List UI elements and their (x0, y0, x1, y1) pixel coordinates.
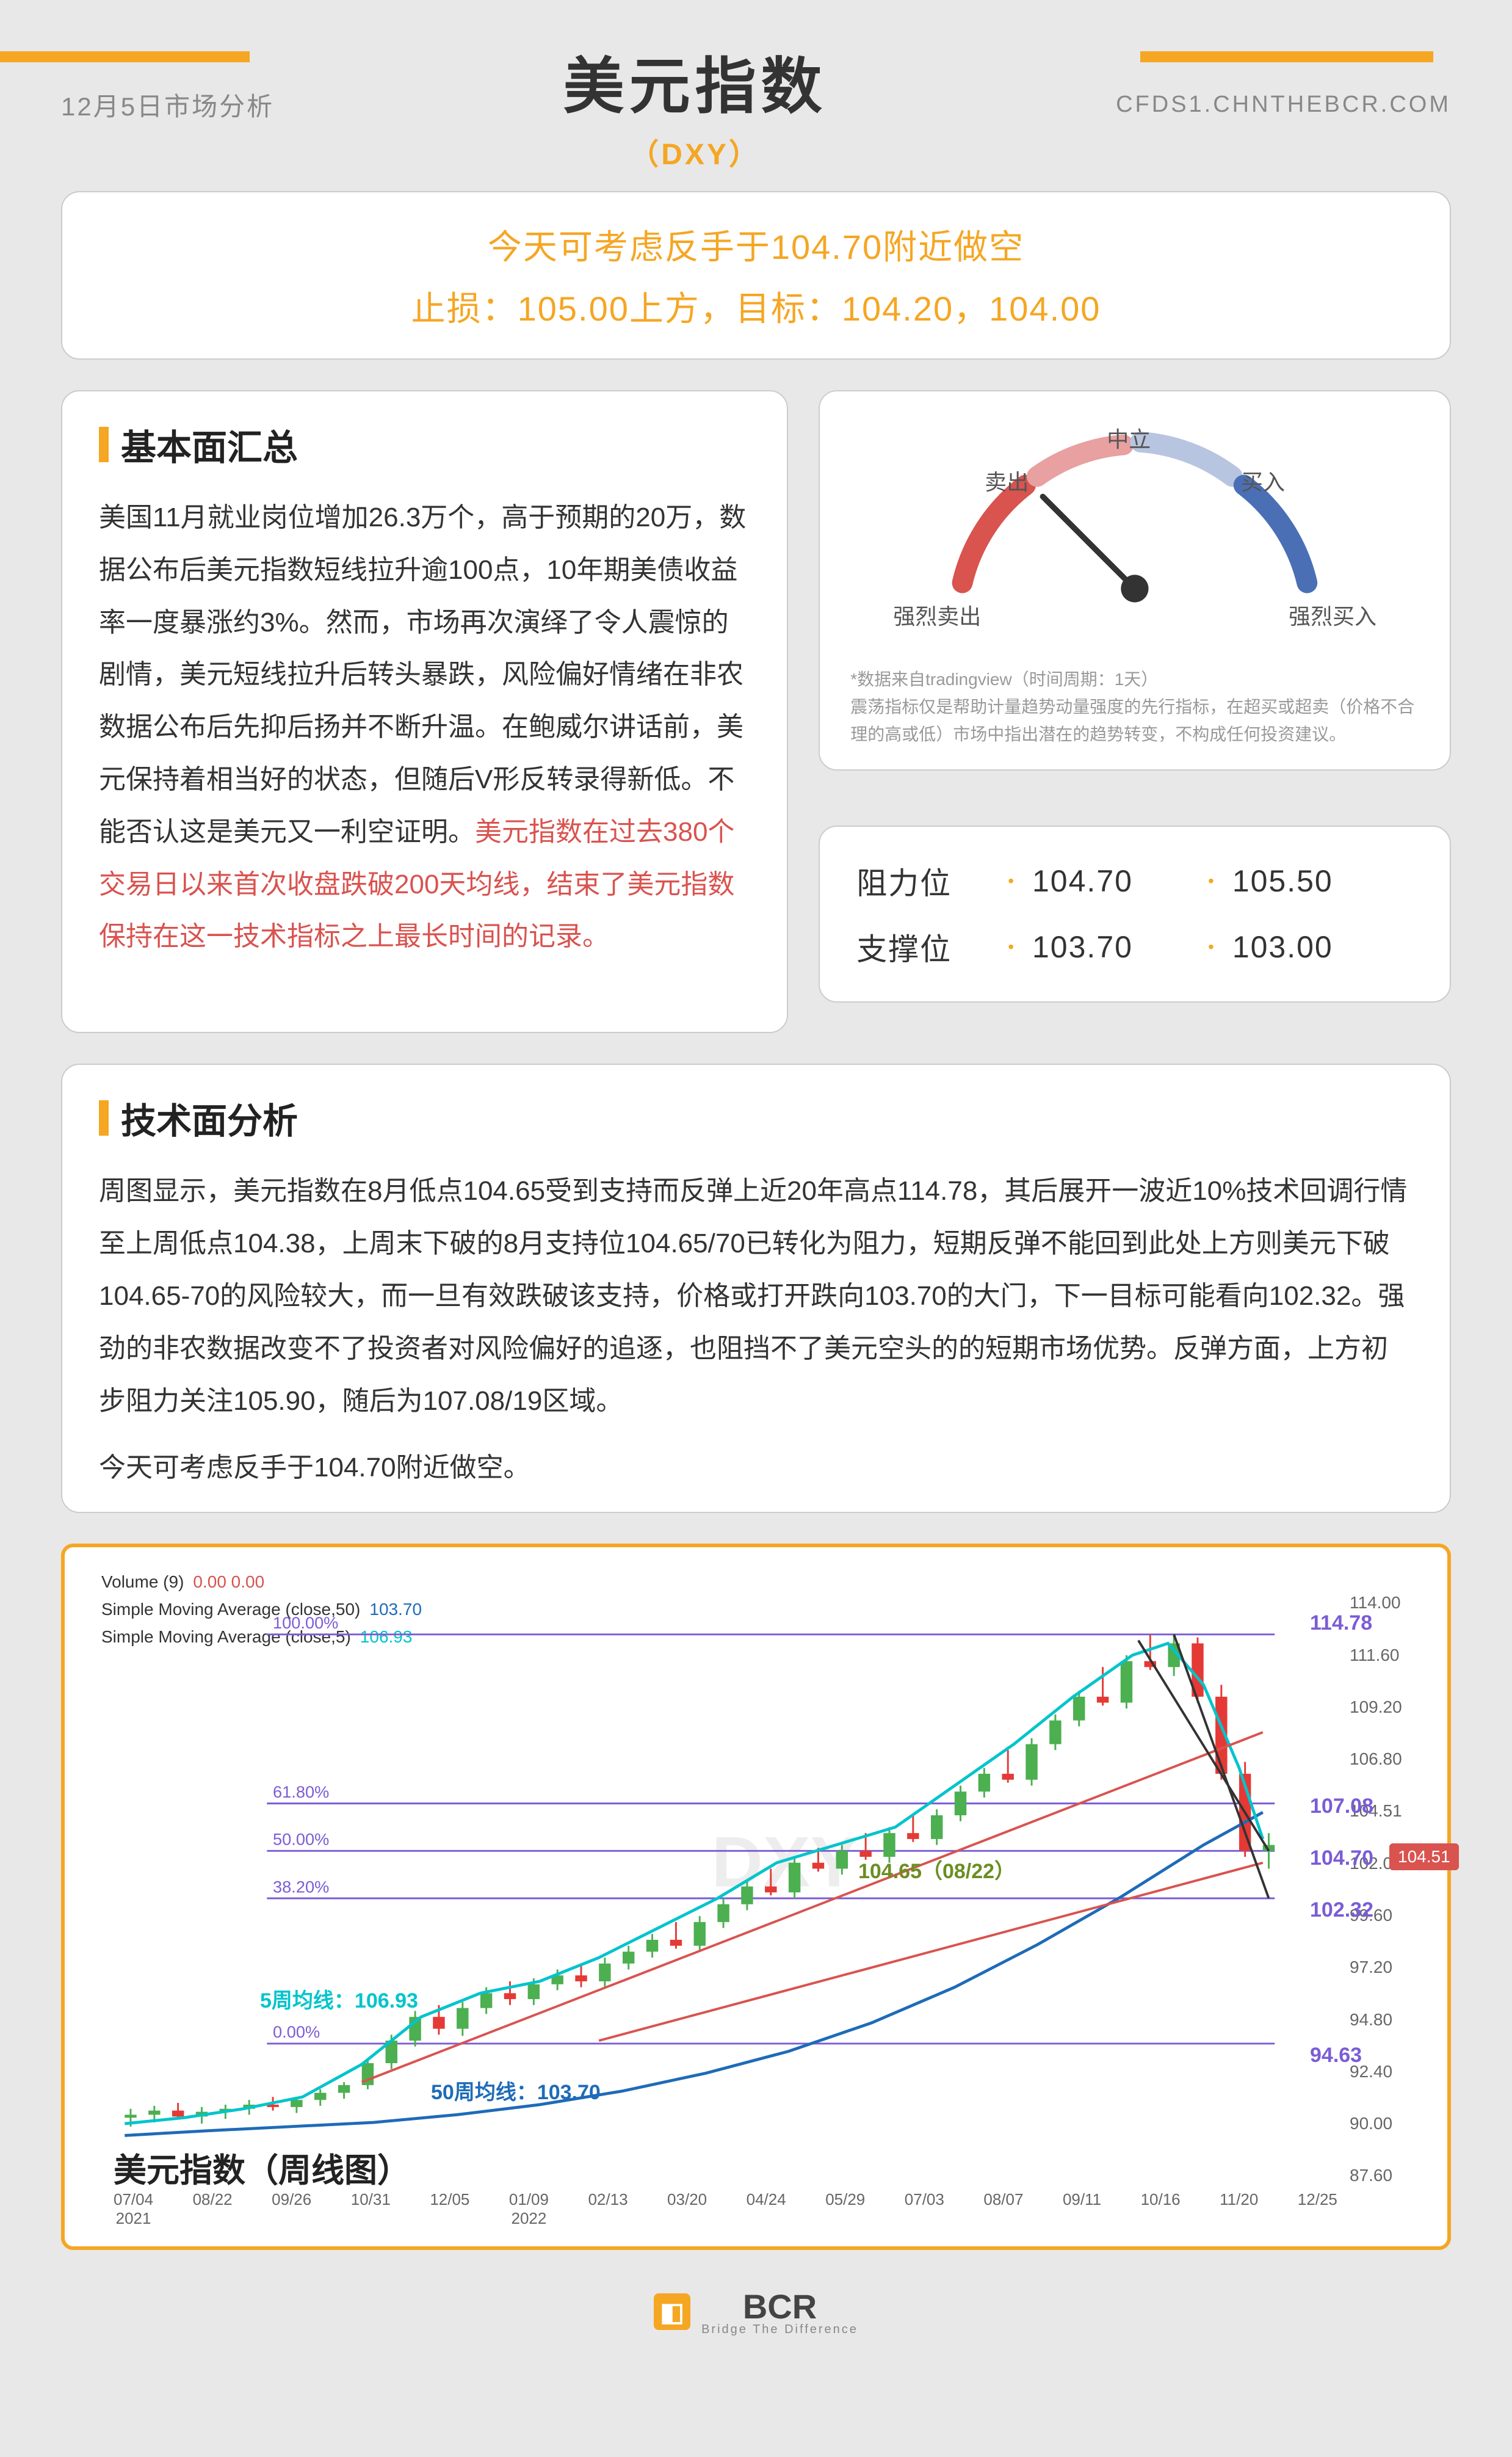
chart-annotation: 102.32 (1310, 1898, 1373, 1922)
technical-card: 技术面分析 周图显示，美元指数在8月低点104.65受到支持而反弹上近20年高点… (61, 1064, 1451, 1513)
chart-title: 美元指数（周线图） (114, 2143, 410, 2191)
gauge-label-sell: 卖出 (985, 465, 1029, 496)
x-tick: 12/05 (430, 2190, 469, 2228)
svg-text:38.20%: 38.20% (273, 1878, 329, 1896)
footer: ◧ BCR Bridge The Difference (61, 2287, 1451, 2337)
y-tick: 111.60 (1350, 1646, 1423, 1665)
bullet-icon: • (1008, 871, 1015, 891)
bullet-icon: • (1008, 937, 1015, 957)
chart-card: Volume (9) 0.00 0.00 Simple Moving Avera… (61, 1544, 1451, 2250)
bullet-icon: • (1208, 871, 1215, 891)
chart-annotation: 107.08 (1310, 1795, 1373, 1818)
y-axis: 114.00111.60109.20106.80104.51102.0099.6… (1350, 1593, 1423, 2185)
page-title: 美元指数 (274, 37, 1116, 125)
technical-conclude: 今天可考虑反手于104.70附近做空。 (99, 1445, 1413, 1484)
right-column: 强烈卖出 卖出 中立 买入 强烈买入 *数据来自tradingview（时间周期… (819, 390, 1451, 1033)
x-tick: 08/07 (983, 2190, 1023, 2228)
brand-icon: ◧ (654, 2293, 690, 2330)
gauge-wrap: 强烈卖出 卖出 中立 买入 强烈买入 (850, 422, 1419, 654)
chart-svg: DXY 100.00%61.80%50.00%38.20%0.00% (89, 1569, 1423, 2228)
support-row: 支撑位 • 103.70 • 103.00 (856, 914, 1413, 980)
x-axis: 07/04 2021 08/22 09/26 10/31 12/05 01/09 2022… (114, 2190, 1337, 2228)
fundamentals-body: 美国11月就业岗位增加26.3万个，高于预期的20万，数据公布后美元指数短线拉升… (99, 492, 750, 963)
wedge-lines (1138, 1635, 1269, 1898)
bullet-icon: • (1208, 937, 1215, 957)
y-tick: 106.80 (1350, 1749, 1423, 1769)
header: 12月5日市场分析 美元指数 （DXY） CFDS1.CHNTHEBCR.COM (61, 37, 1451, 173)
gauge-label-strong-buy: 强烈买入 (1289, 599, 1376, 631)
resistance-label: 阻力位 (856, 859, 991, 903)
x-tick: 12/25 (1298, 2190, 1337, 2228)
header-title-block: 美元指数 （DXY） (274, 37, 1116, 173)
y-tick: 87.60 (1350, 2166, 1423, 2185)
y-tick: 97.20 (1350, 1958, 1423, 1977)
x-tick: 03/20 (667, 2190, 707, 2228)
fundamentals-title: 基本面汇总 (99, 419, 750, 470)
x-tick: 09/26 (272, 2190, 311, 2228)
resistance-2: 105.50 (1232, 863, 1391, 899)
footer-brand-block: BCR Bridge The Difference (701, 2287, 858, 2337)
chart-annotation: 104.65（08/22） (858, 1854, 1015, 1884)
chart-annotation: 5周均线：106.93 (260, 1984, 418, 2014)
footer-tagline: Bridge The Difference (701, 2323, 858, 2337)
x-tick: 09/11 (1063, 2190, 1101, 2228)
support-label: 支撑位 (856, 925, 991, 969)
svg-text:100.00%: 100.00% (273, 1614, 338, 1633)
summary-line-2: 止损：105.00上方，目标：104.20，104.00 (99, 281, 1413, 331)
fundamentals-plain: 美国11月就业岗位增加26.3万个，高于预期的20万，数据公布后美元指数短线拉升… (99, 503, 746, 847)
y-tick: 90.00 (1350, 2114, 1423, 2133)
svg-text:61.80%: 61.80% (273, 1782, 329, 1801)
support-2: 103.00 (1232, 929, 1391, 965)
y-tick: 109.20 (1350, 1697, 1423, 1717)
x-tick: 10/31 (351, 2190, 391, 2228)
x-tick: 11/20 (1220, 2190, 1258, 2228)
svg-text:0.00%: 0.00% (273, 2023, 320, 2042)
resistance-row: 阻力位 • 104.70 • 105.50 (856, 848, 1413, 914)
mid-row: 基本面汇总 美国11月就业岗位增加26.3万个，高于预期的20万，数据公布后美元… (61, 390, 1451, 1033)
gauge-note: *数据来自tradingview（时间周期：1天） 震荡指标仅是帮助计量趋势动量… (850, 666, 1419, 748)
chart-annotation: 104.70 (1310, 1846, 1373, 1870)
gauge-card: 强烈卖出 卖出 中立 买入 强烈买入 *数据来自tradingview（时间周期… (819, 390, 1451, 771)
levels-card: 阻力位 • 104.70 • 105.50 支撑位 • 103.70 • 103… (819, 826, 1451, 1003)
y-tick: 114.00 (1350, 1593, 1423, 1613)
summary-card: 今天可考虑反手于104.70附近做空 止损：105.00上方，目标：104.20… (61, 191, 1451, 360)
summary-line-1: 今天可考虑反手于104.70附近做空 (99, 220, 1413, 269)
fundamentals-card: 基本面汇总 美国11月就业岗位增加26.3万个，高于预期的20万，数据公布后美元… (61, 390, 788, 1033)
support-1: 103.70 (1032, 929, 1191, 965)
price-badge: 104.51 (1389, 1843, 1459, 1870)
accent-bar-left (0, 51, 250, 62)
y-tick: 94.80 (1350, 2010, 1423, 2030)
chart-annotation: 94.63 (1310, 2044, 1362, 2067)
trend-line-1 (362, 1732, 1263, 2082)
gauge-label-strong-sell: 强烈卖出 (893, 599, 981, 631)
footer-brand: BCR (701, 2287, 858, 2326)
gauge-label-buy: 买入 (1241, 465, 1285, 496)
x-tick: 01/09 2022 (509, 2190, 549, 2228)
technical-body: 周图显示，美元指数在8月低点104.65受到支持而反弹上近20年高点114.78… (99, 1165, 1413, 1427)
x-tick: 08/22 (193, 2190, 233, 2228)
x-tick: 04/24 (747, 2190, 786, 2228)
chart-annotation: 50周均线：103.70 (431, 2075, 601, 2105)
chart-area: Volume (9) 0.00 0.00 Simple Moving Avera… (89, 1569, 1423, 2228)
fundamentals-column: 基本面汇总 美国11月就业岗位增加26.3万个，高于预期的20万，数据公布后美元… (61, 390, 788, 1033)
chart-annotation: 114.78 (1310, 1611, 1372, 1635)
header-date: 12月5日市场分析 (61, 86, 274, 123)
x-tick: 07/03 (905, 2190, 944, 2228)
x-tick: 05/29 (825, 2190, 865, 2228)
x-tick: 10/16 (1141, 2190, 1181, 2228)
technical-title: 技术面分析 (99, 1092, 1413, 1144)
svg-text:50.00%: 50.00% (273, 1830, 329, 1849)
page-subtitle: （DXY） (274, 130, 1116, 173)
gauge-label-neutral: 中立 (1107, 422, 1151, 454)
x-tick: 02/13 (588, 2190, 628, 2228)
sma50-line (125, 1813, 1263, 2136)
header-site: CFDS1.CHNTHEBCR.COM (1116, 92, 1451, 118)
x-tick: 07/04 2021 (114, 2190, 153, 2228)
resistance-1: 104.70 (1032, 863, 1191, 899)
page-root: 12月5日市场分析 美元指数 （DXY） CFDS1.CHNTHEBCR.COM… (0, 0, 1512, 2386)
accent-bar-right (1140, 51, 1433, 62)
